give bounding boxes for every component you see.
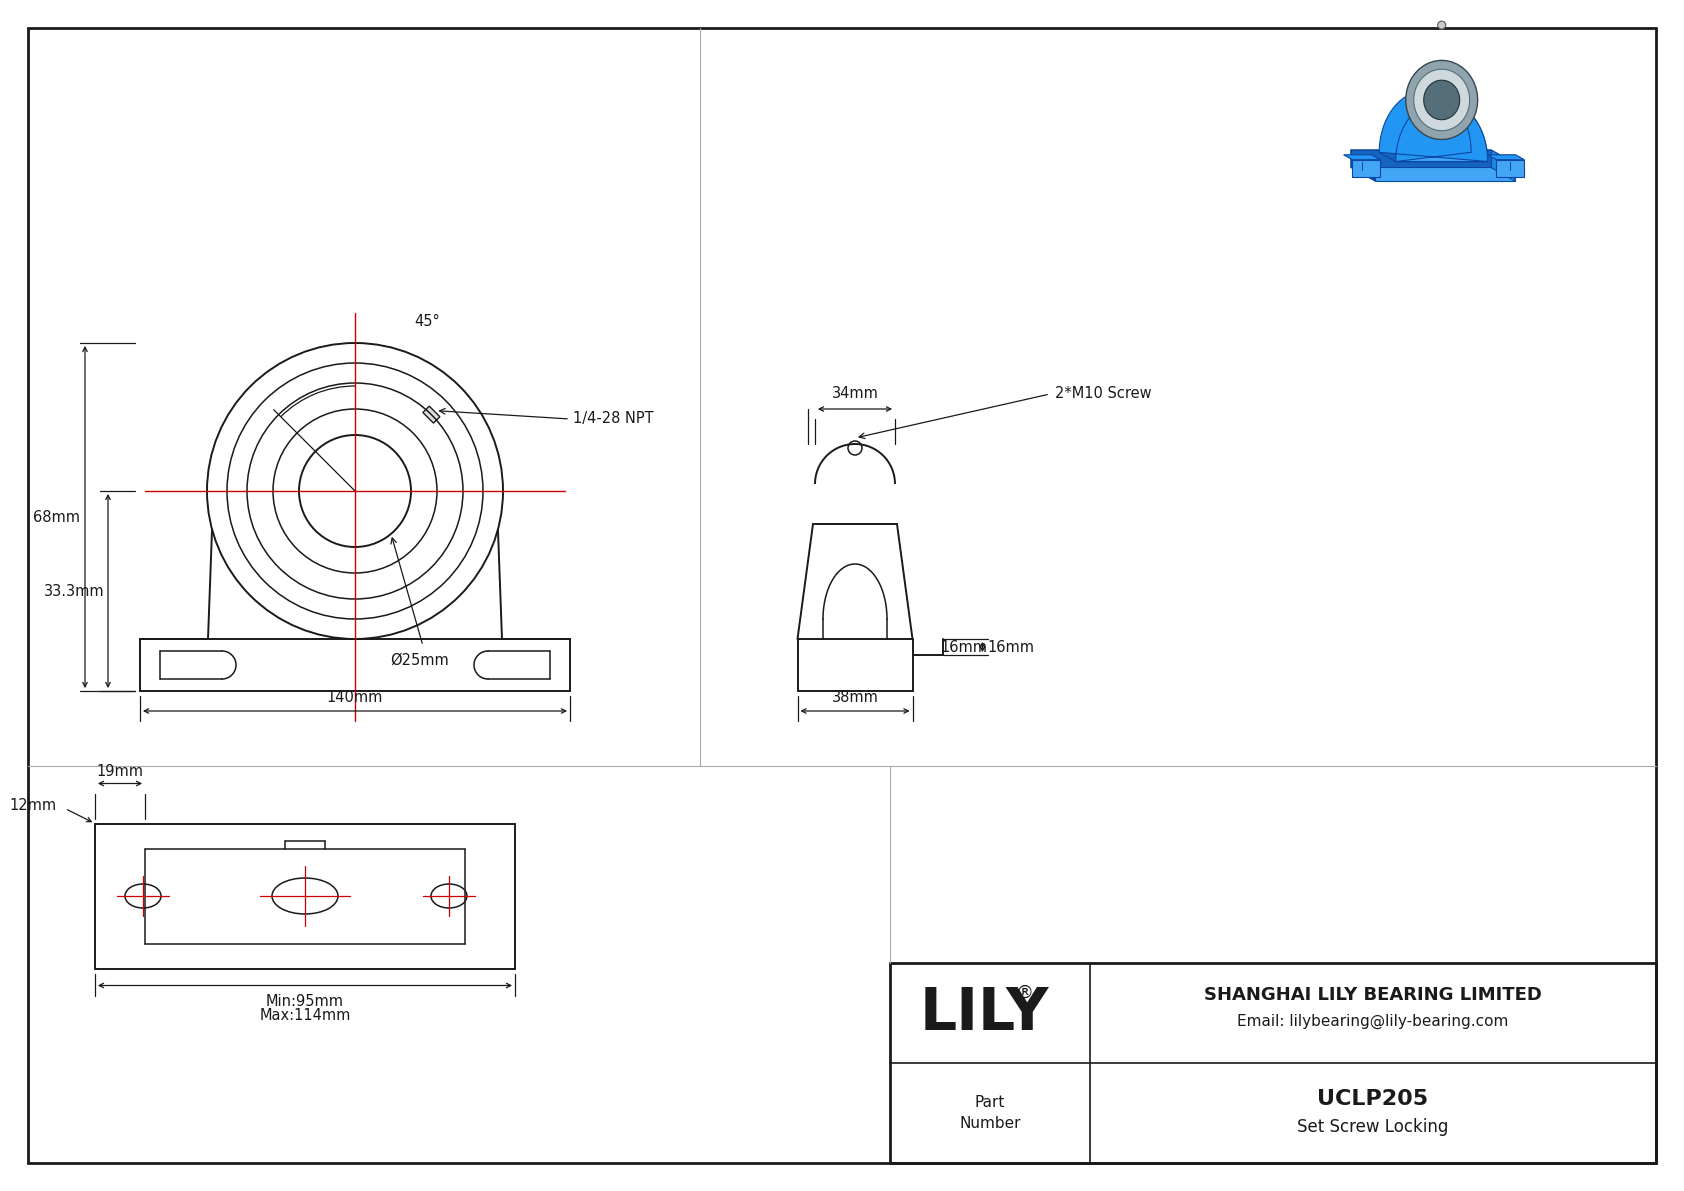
Text: 2*M10 Screw: 2*M10 Screw	[1054, 387, 1152, 401]
Text: 33.3mm: 33.3mm	[44, 584, 104, 599]
Text: 1/4-28 NPT: 1/4-28 NPT	[573, 412, 653, 426]
Polygon shape	[1379, 152, 1487, 162]
Text: 45°: 45°	[414, 314, 440, 329]
Polygon shape	[1415, 69, 1470, 131]
Polygon shape	[1351, 150, 1376, 181]
Polygon shape	[1487, 155, 1524, 160]
Circle shape	[1438, 21, 1445, 29]
Polygon shape	[1351, 150, 1490, 168]
Text: 12mm: 12mm	[10, 798, 57, 813]
Text: 38mm: 38mm	[832, 690, 879, 705]
Text: 34mm: 34mm	[832, 386, 879, 401]
Text: 19mm: 19mm	[96, 763, 143, 779]
Polygon shape	[1406, 61, 1477, 139]
Polygon shape	[1379, 91, 1487, 162]
Polygon shape	[1376, 163, 1516, 181]
Text: ®: ®	[1015, 984, 1034, 1002]
Text: 140mm: 140mm	[327, 690, 384, 705]
Polygon shape	[1344, 155, 1381, 160]
Polygon shape	[1490, 150, 1516, 181]
Text: Min:95mm: Min:95mm	[266, 994, 344, 1010]
Text: Part
Number: Part Number	[960, 1095, 1021, 1131]
Polygon shape	[1423, 80, 1460, 120]
Text: Set Screw Locking: Set Screw Locking	[1297, 1118, 1448, 1136]
Text: 16mm: 16mm	[987, 640, 1034, 655]
Text: Ø25mm: Ø25mm	[391, 653, 450, 668]
Text: SHANGHAI LILY BEARING LIMITED: SHANGHAI LILY BEARING LIMITED	[1204, 986, 1543, 1004]
Text: Max:114mm: Max:114mm	[259, 1009, 350, 1023]
Text: 16mm: 16mm	[940, 640, 987, 655]
Polygon shape	[423, 406, 440, 423]
Text: 68mm: 68mm	[34, 510, 81, 524]
Polygon shape	[1497, 160, 1524, 177]
Text: LILY: LILY	[919, 985, 1049, 1041]
Text: Email: lilybearing@lily-bearing.com: Email: lilybearing@lily-bearing.com	[1238, 1014, 1509, 1029]
Text: UCLP205: UCLP205	[1317, 1089, 1428, 1109]
Polygon shape	[1396, 100, 1487, 162]
Polygon shape	[1351, 150, 1516, 163]
Polygon shape	[1352, 160, 1381, 177]
